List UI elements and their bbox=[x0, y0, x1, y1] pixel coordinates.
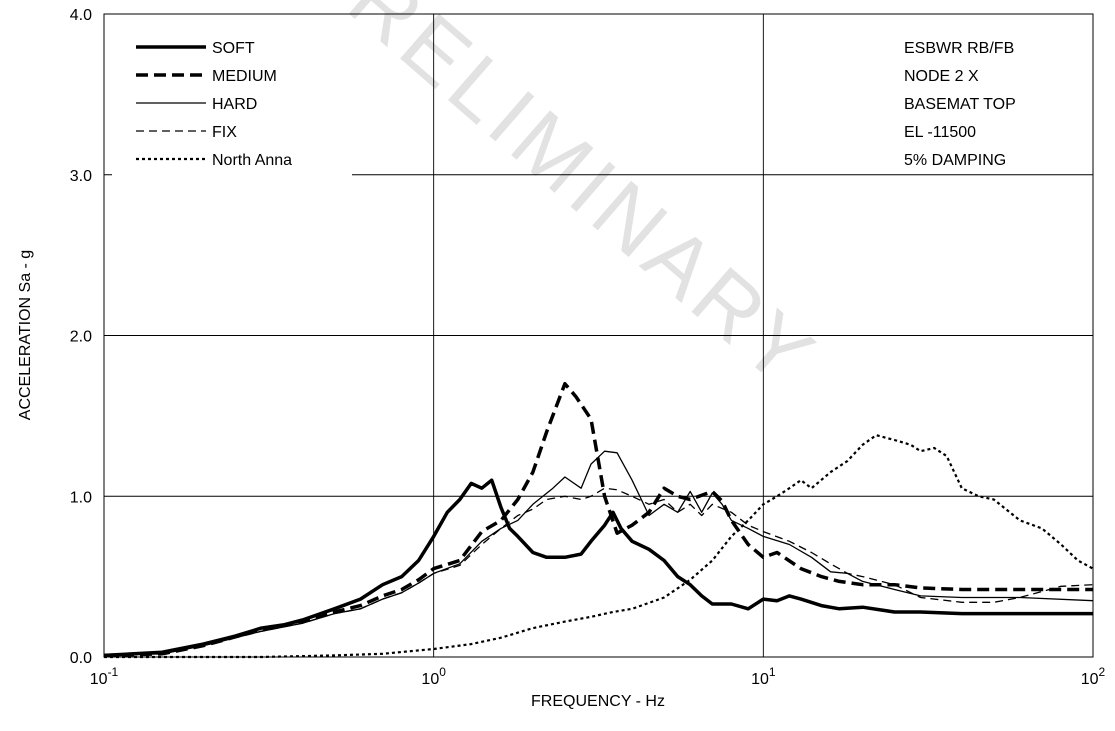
annotation-box-fill bbox=[895, 20, 1080, 172]
series-line-medium bbox=[103, 381, 1093, 658]
y-tick-labels: 0.0 1.0 2.0 3.0 4.0 bbox=[70, 7, 92, 667]
annotation-block: ESBWR RB/FB NODE 2 X BASEMAT TOP EL -115… bbox=[895, 20, 1080, 172]
series-line-hard bbox=[103, 450, 1094, 657]
series-line-north-anna bbox=[104, 434, 1094, 659]
legend-label-soft: SOFT bbox=[212, 40, 255, 57]
legend-label-medium: MEDIUM bbox=[212, 68, 277, 85]
x-axis-label: FREQUENCY - Hz bbox=[531, 693, 665, 710]
legend: SOFT MEDIUM HARD FIX North Anna bbox=[136, 40, 292, 169]
watermark: PRELIMINARY bbox=[283, 0, 835, 407]
annotation-line: 5% DAMPING bbox=[904, 152, 1006, 169]
series-line-soft bbox=[103, 478, 1093, 658]
y-tick-label: 3.0 bbox=[70, 168, 92, 185]
y-axis-label: ACCELERATION Sa - g bbox=[17, 250, 34, 420]
y-tick-label: 1.0 bbox=[70, 489, 92, 506]
y-tick-label: 0.0 bbox=[70, 650, 92, 667]
x-tick-labels: 10-1 100 101 102 bbox=[90, 665, 1106, 688]
x-tick-label: 100 bbox=[421, 665, 446, 688]
series-line-fix bbox=[103, 487, 1094, 657]
annotation-line: ESBWR RB/FB bbox=[904, 40, 1014, 57]
x-tick-label: 102 bbox=[1081, 665, 1106, 688]
y-tick-label: 2.0 bbox=[70, 329, 92, 346]
x-tick-label: 101 bbox=[751, 665, 776, 688]
legend-label-fix: FIX bbox=[212, 124, 237, 141]
legend-label-north-anna: North Anna bbox=[212, 152, 292, 169]
y-tick-label: 4.0 bbox=[70, 7, 92, 24]
annotation-line: EL -11500 bbox=[904, 124, 976, 141]
x-tick-label: 10-1 bbox=[90, 665, 119, 688]
legend-label-hard: HARD bbox=[212, 96, 257, 113]
annotation-line: NODE 2 X bbox=[904, 68, 979, 85]
annotation-line: BASEMAT TOP bbox=[904, 96, 1016, 113]
series-lines bbox=[103, 381, 1094, 659]
grid-lines bbox=[104, 14, 1093, 657]
